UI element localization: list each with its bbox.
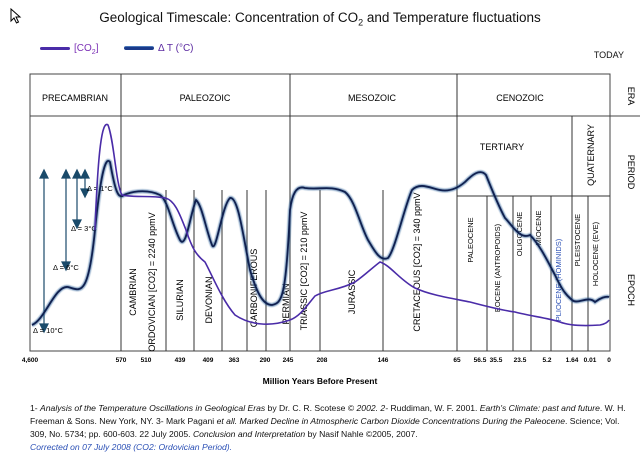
- delta-label: Δ = 10°C: [33, 326, 63, 335]
- epoch-label: EOCENE (ANTROPOIDS): [493, 223, 502, 312]
- delta-label: Δ = 3°C: [71, 224, 97, 233]
- epoch-label: PLEISTOCENE: [573, 214, 582, 266]
- x-tick: 510: [141, 357, 152, 364]
- series-co2: [94, 123, 610, 327]
- legend-co2-swatch: [40, 46, 70, 50]
- period-label: JURASSIC: [347, 269, 357, 314]
- x-tick: 146: [378, 357, 389, 364]
- x-tick: 570: [116, 357, 127, 364]
- x-tick: 23.5: [514, 357, 527, 364]
- period-label: PERMIAN: [281, 283, 291, 324]
- legend-co2: [CO2]: [40, 43, 98, 56]
- legend-delta-t: Δ T (°C): [124, 43, 194, 54]
- x-tick: 0: [607, 357, 611, 364]
- x-tick: 363: [229, 357, 240, 364]
- x-tick: 439: [175, 357, 186, 364]
- epoch-label: HOLOCENE (EVE): [591, 221, 600, 286]
- period-label: DEVONIAN: [204, 276, 214, 323]
- x-tick: 290: [260, 357, 271, 364]
- x-tick: 245: [283, 357, 294, 364]
- x-tick: 5.2: [542, 357, 551, 364]
- x-axis-ticks: 4,600 570 510 439 409 363 290 245 208 14…: [22, 357, 611, 364]
- chart-title: Geological Timescale: Concentration of C…: [99, 10, 541, 28]
- era-label: PRECAMBRIAN: [42, 93, 108, 103]
- period-label: SILURIAN: [175, 279, 185, 321]
- era-label: PALEOZOIC: [180, 93, 231, 103]
- x-tick: 56.5: [474, 357, 487, 364]
- references-caption: 1- Analysis of the Temperature Oscillati…: [30, 403, 626, 452]
- period-label: TRIASSIC [CO2] = 210 ppmV: [299, 212, 309, 331]
- period-label: CRETACEOUS [CO2] = 340 ppmV: [412, 192, 422, 331]
- epoch-label: PALEOCENE: [466, 217, 475, 262]
- period-label-tertiary: TERTIARY: [480, 142, 524, 152]
- delta-arrows: [39, 168, 90, 334]
- timescale-chart: PRECAMBRIAN PALEOZOIC MESOZOIC CENOZOIC …: [22, 73, 640, 386]
- era-label: MESOZOIC: [348, 93, 397, 103]
- correction-note: Corrected on 07 July 2008 (CO2: Ordovici…: [30, 442, 233, 452]
- delta-label: Δ = 6°C: [53, 263, 79, 272]
- x-tick: 4,600: [22, 357, 39, 364]
- x-tick: 208: [317, 357, 328, 364]
- cursor-icon: [10, 8, 22, 24]
- x-tick: 1.64: [566, 357, 579, 364]
- epoch-labels: PALEOCENE EOCENE (ANTROPOIDS) OLIGOCENE …: [466, 210, 600, 321]
- row-label-era: ERA: [626, 87, 636, 106]
- legend-delta-t-swatch: [124, 46, 154, 51]
- row-label-epoch: EPOCH: [626, 274, 636, 306]
- x-tick: 409: [203, 357, 214, 364]
- x-tick: 35.5: [490, 357, 503, 364]
- today-label: TODAY: [593, 50, 624, 60]
- era-label: CENOZOIC: [496, 93, 544, 103]
- period-label: ORDOVICIAN [CO2] = 2240 ppmV: [147, 212, 157, 351]
- period-label: CAMBRIAN: [128, 268, 138, 316]
- x-tick: 65: [453, 357, 461, 364]
- x-axis-label: Million Years Before Present: [263, 376, 378, 386]
- period-vertical-labels: CAMBRIAN ORDOVICIAN [CO2] = 2240 ppmV SI…: [128, 192, 422, 351]
- row-label-period: PERIOD: [626, 155, 636, 190]
- epoch-label: MIOCENE: [534, 210, 543, 245]
- period-label-quaternary: QUATERNARY: [586, 124, 596, 186]
- period-label: CARBONIFEROUS: [249, 249, 259, 328]
- x-tick: 0.01: [584, 357, 597, 364]
